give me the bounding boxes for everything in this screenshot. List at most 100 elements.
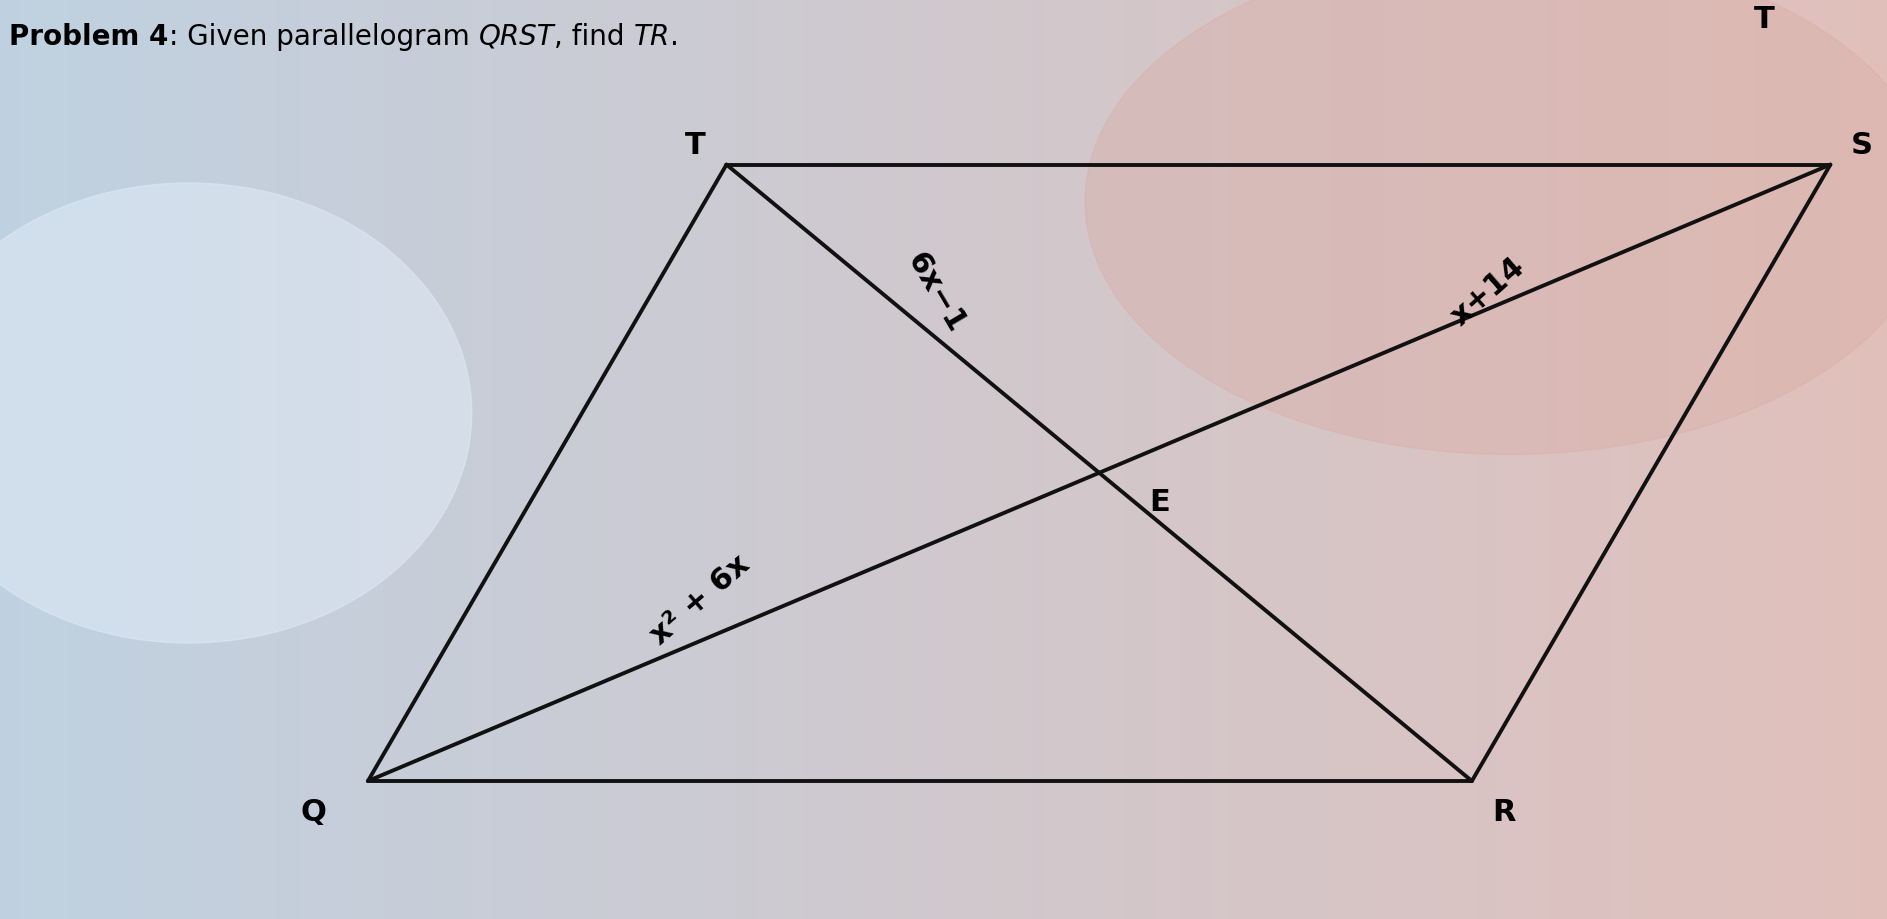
- Bar: [340, 0, 349, 919]
- Bar: [1598, 0, 1608, 919]
- Bar: [704, 0, 715, 919]
- Bar: [1472, 0, 1481, 919]
- Bar: [1515, 0, 1527, 919]
- Bar: [598, 0, 608, 919]
- Bar: [32, 0, 42, 919]
- Bar: [1428, 0, 1438, 919]
- Bar: [755, 0, 764, 919]
- Bar: [994, 0, 1004, 919]
- Bar: [887, 0, 896, 919]
- Bar: [1849, 0, 1859, 919]
- Bar: [1113, 0, 1123, 919]
- Bar: [62, 0, 74, 919]
- Bar: [277, 0, 287, 919]
- Bar: [817, 0, 828, 919]
- Bar: [1245, 0, 1255, 919]
- Bar: [151, 0, 160, 919]
- Bar: [1378, 0, 1387, 919]
- Text: T: T: [685, 130, 706, 159]
- Bar: [1604, 0, 1613, 919]
- Bar: [1768, 0, 1778, 919]
- Bar: [1466, 0, 1476, 919]
- Bar: [1812, 0, 1821, 919]
- Bar: [1062, 0, 1074, 919]
- Bar: [170, 0, 179, 919]
- Bar: [485, 0, 494, 919]
- Bar: [447, 0, 457, 919]
- Bar: [1779, 0, 1791, 919]
- Bar: [987, 0, 998, 919]
- Bar: [636, 0, 645, 919]
- Bar: [515, 0, 526, 919]
- Text: x+14: x+14: [1445, 252, 1530, 332]
- Bar: [113, 0, 123, 919]
- Bar: [1628, 0, 1640, 919]
- Bar: [1019, 0, 1028, 919]
- Bar: [1038, 0, 1047, 919]
- Bar: [75, 0, 85, 919]
- Bar: [1259, 0, 1268, 919]
- Ellipse shape: [0, 184, 472, 643]
- Bar: [289, 0, 300, 919]
- Bar: [1655, 0, 1664, 919]
- Bar: [1410, 0, 1419, 919]
- Bar: [221, 0, 230, 919]
- Bar: [138, 0, 149, 919]
- Bar: [94, 0, 104, 919]
- Bar: [453, 0, 462, 919]
- Bar: [591, 0, 602, 919]
- Bar: [693, 0, 702, 919]
- Bar: [1642, 0, 1651, 919]
- Bar: [768, 0, 777, 919]
- Bar: [496, 0, 508, 919]
- Bar: [1566, 0, 1576, 919]
- Bar: [1553, 0, 1564, 919]
- Bar: [666, 0, 677, 919]
- Bar: [1774, 0, 1783, 919]
- Bar: [1345, 0, 1357, 919]
- Bar: [1076, 0, 1085, 919]
- Ellipse shape: [1085, 0, 1887, 455]
- Bar: [1749, 0, 1759, 919]
- Bar: [472, 0, 481, 919]
- Bar: [6, 0, 17, 919]
- Bar: [391, 0, 400, 919]
- Bar: [806, 0, 815, 919]
- Bar: [1434, 0, 1444, 919]
- Bar: [1825, 0, 1834, 919]
- Bar: [1270, 0, 1281, 919]
- Bar: [793, 0, 802, 919]
- Bar: [1013, 0, 1023, 919]
- Bar: [25, 0, 36, 919]
- Bar: [1145, 0, 1155, 919]
- Bar: [1415, 0, 1425, 919]
- Bar: [1679, 0, 1689, 919]
- Bar: [742, 0, 753, 919]
- Bar: [1510, 0, 1519, 919]
- Bar: [213, 0, 225, 919]
- Bar: [164, 0, 174, 919]
- Bar: [711, 0, 721, 919]
- Bar: [108, 0, 117, 919]
- Bar: [1647, 0, 1659, 919]
- Bar: [1044, 0, 1055, 919]
- Bar: [372, 0, 381, 919]
- Bar: [270, 0, 281, 919]
- Bar: [1221, 0, 1230, 919]
- Text: Q: Q: [300, 798, 326, 826]
- Bar: [723, 0, 734, 919]
- Bar: [542, 0, 551, 919]
- Bar: [1383, 0, 1394, 919]
- Bar: [100, 0, 111, 919]
- Bar: [321, 0, 330, 919]
- Bar: [1051, 0, 1060, 919]
- Bar: [617, 0, 626, 919]
- Bar: [466, 0, 476, 919]
- Bar: [674, 0, 683, 919]
- Bar: [315, 0, 325, 919]
- Bar: [259, 0, 268, 919]
- Bar: [1610, 0, 1621, 919]
- Bar: [1447, 0, 1457, 919]
- Bar: [1164, 0, 1174, 919]
- Bar: [1579, 0, 1589, 919]
